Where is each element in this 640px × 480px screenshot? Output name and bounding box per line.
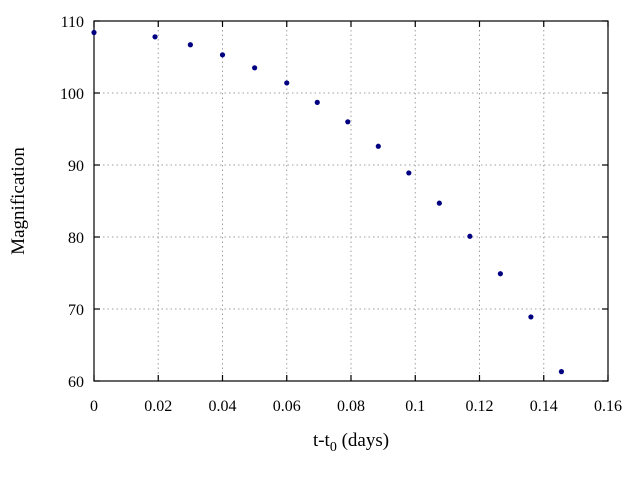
data-point (436, 200, 442, 206)
y-tick-label: 90 (68, 158, 84, 175)
grid-layer (94, 21, 608, 381)
x-axis-label-subscript: 0 (330, 440, 337, 455)
data-point (152, 34, 158, 40)
x-tick-label: 0 (90, 398, 98, 415)
data-point (375, 143, 381, 149)
data-point (558, 369, 565, 375)
data-point (467, 233, 473, 239)
data-points (91, 29, 565, 375)
x-axis-label: t-t0 (days) (313, 430, 389, 455)
x-tick-label: 0.16 (594, 398, 622, 415)
y-tick-label: 70 (68, 302, 84, 319)
data-point (314, 99, 320, 105)
data-point (219, 52, 226, 58)
x-tick-label: 0.06 (273, 398, 301, 415)
data-point (497, 271, 503, 277)
data-point (252, 65, 258, 71)
x-tick-label: 0.02 (144, 398, 172, 415)
x-tick-label: 0.08 (337, 398, 365, 415)
x-tick-label: 0.14 (530, 398, 558, 415)
data-point (406, 170, 412, 176)
y-tick-label: 60 (68, 374, 84, 391)
x-axis-label-main: t-t (313, 430, 331, 451)
data-point (345, 119, 351, 125)
tick-layer: 0 0.02 0.04 0.06 0.08 0.1 0.12 0.14 0.16 60 70 80 90… (60, 14, 622, 415)
data-point (91, 29, 97, 36)
y-tick-label: 80 (68, 230, 84, 247)
y-axis-label: Magnification (8, 147, 29, 255)
data-point (284, 80, 290, 86)
data-point (528, 314, 534, 320)
x-tick-label: 0.12 (466, 398, 494, 415)
data-point (187, 42, 193, 48)
y-tick-label: 100 (60, 86, 84, 103)
x-axis-label-suffix: (days) (337, 430, 389, 451)
x-tick-label: 0.04 (209, 398, 237, 415)
y-tick-label: 110 (61, 14, 84, 31)
x-tick-label: 0.1 (405, 398, 425, 415)
